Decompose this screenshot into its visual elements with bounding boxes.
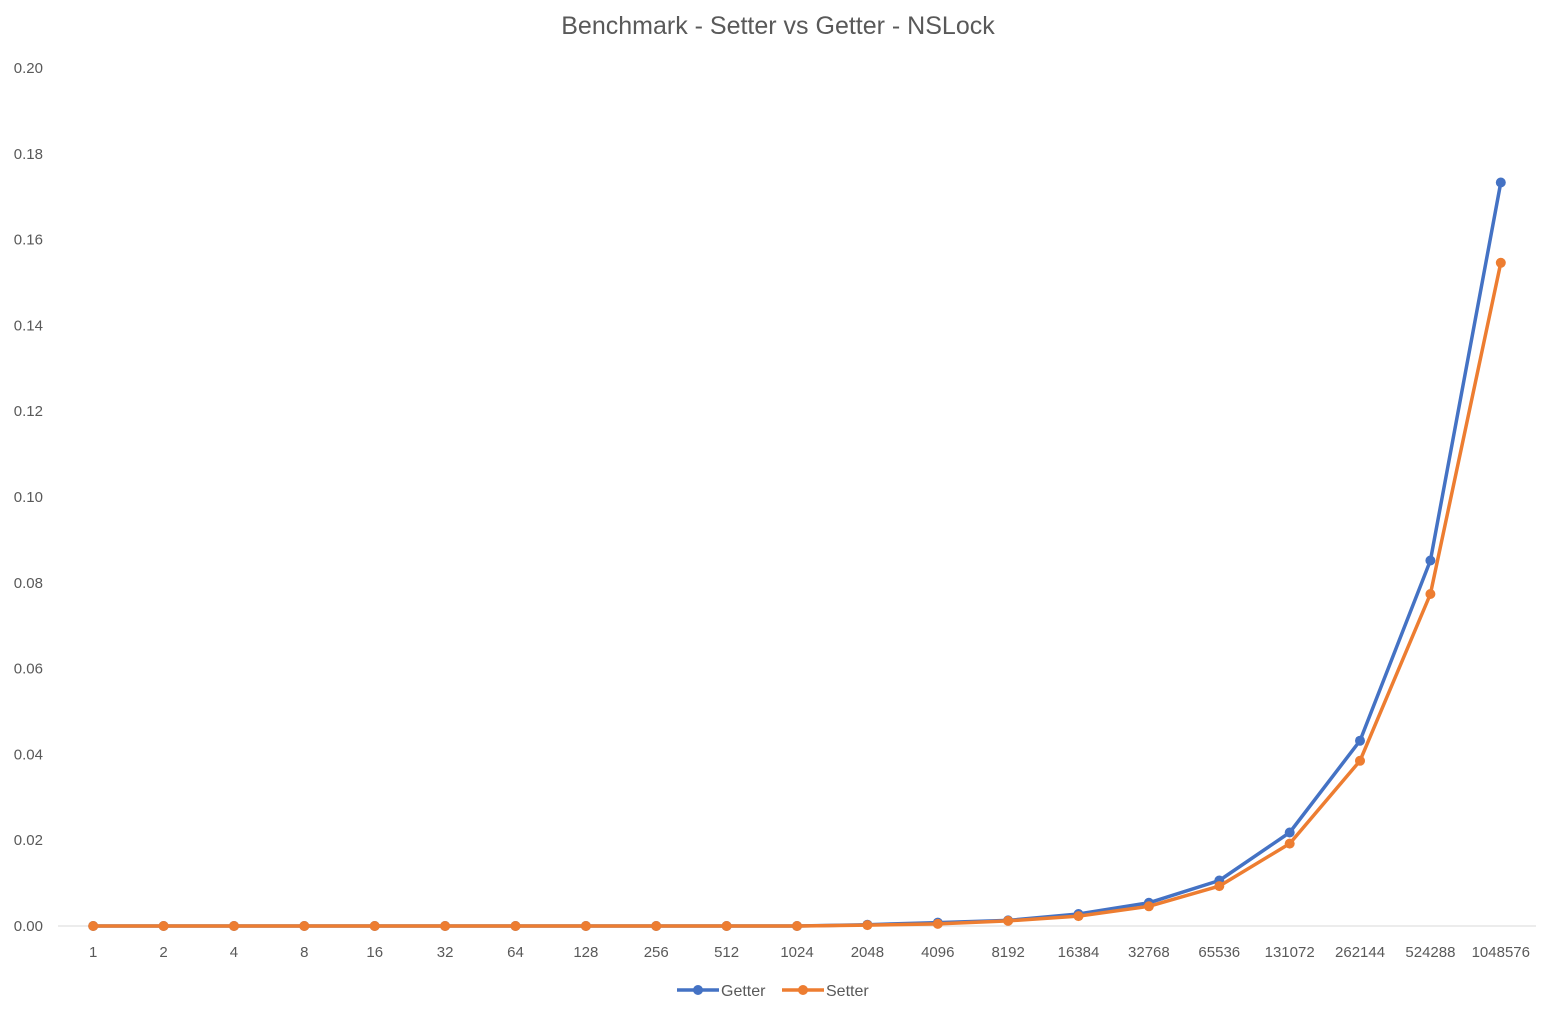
y-tick-label: 0.02 bbox=[14, 832, 43, 849]
x-tick-label: 524288 bbox=[1405, 944, 1455, 961]
data-point-setter bbox=[299, 921, 310, 931]
y-tick-label: 0.14 bbox=[14, 317, 43, 334]
x-tick-label: 2048 bbox=[851, 944, 884, 961]
x-tick-label: 32768 bbox=[1128, 944, 1170, 961]
data-point-setter bbox=[1214, 881, 1225, 892]
legend-item-getter: Getter bbox=[677, 983, 766, 1000]
x-tick-label: 262144 bbox=[1335, 944, 1385, 961]
x-tick-label: 4096 bbox=[921, 944, 954, 961]
data-point-setter bbox=[932, 918, 943, 929]
legend-label: Getter bbox=[721, 983, 766, 1000]
legend-marker-swatch bbox=[798, 985, 808, 995]
data-point-getter bbox=[1284, 827, 1295, 838]
y-tick-label: 0.04 bbox=[14, 746, 43, 763]
data-point-getter bbox=[1495, 177, 1506, 188]
data-point-setter bbox=[651, 921, 662, 931]
data-point-setter bbox=[721, 921, 732, 931]
y-axis-tick-labels: 0.00 0.02 0.04 0.06 0.08 0.10 0.12 0.14 0.16 0.18… bbox=[14, 60, 43, 935]
y-tick-label: 0.00 bbox=[14, 918, 43, 935]
series-line-getter bbox=[91, 180, 1503, 928]
y-tick-label: 0.08 bbox=[14, 575, 43, 592]
legend-item-setter: Setter bbox=[782, 983, 869, 1000]
data-point-setter bbox=[440, 921, 451, 931]
data-point-setter bbox=[229, 921, 239, 931]
data-point-setter bbox=[1073, 911, 1084, 922]
x-tick-label: 128 bbox=[573, 944, 598, 961]
data-point-setter bbox=[88, 921, 99, 931]
y-tick-label: 0.06 bbox=[14, 661, 43, 678]
x-tick-label: 1024 bbox=[780, 944, 813, 961]
data-point-setter bbox=[1003, 915, 1014, 926]
series-getter bbox=[88, 177, 1506, 931]
y-tick-label: 0.20 bbox=[14, 60, 43, 77]
x-tick-label: 16 bbox=[366, 944, 383, 961]
x-axis-tick-labels: 1 2 4 8 16 32 64 128 256 512 1024 2048 4096 8192 16384… bbox=[89, 944, 1530, 961]
data-point-setter bbox=[510, 921, 521, 931]
data-point-getter bbox=[1425, 555, 1436, 566]
y-tick-label: 0.10 bbox=[14, 489, 43, 506]
data-point-setter bbox=[369, 921, 380, 931]
data-point-setter bbox=[1495, 257, 1506, 268]
chart-title: Benchmark - Setter vs Getter - NSLock bbox=[561, 12, 995, 40]
x-tick-label: 2 bbox=[159, 944, 167, 961]
x-tick-label: 8 bbox=[300, 944, 308, 961]
data-point-getter bbox=[1355, 735, 1365, 746]
y-tick-label: 0.16 bbox=[14, 232, 43, 249]
x-tick-label: 4 bbox=[230, 944, 238, 961]
x-tick-label: 8192 bbox=[991, 944, 1024, 961]
x-tick-label: 65536 bbox=[1198, 944, 1240, 961]
y-tick-label: 0.12 bbox=[14, 403, 43, 420]
legend-marker-swatch bbox=[693, 985, 703, 995]
x-tick-label: 131072 bbox=[1265, 944, 1315, 961]
data-point-setter bbox=[580, 921, 591, 931]
x-tick-label: 32 bbox=[437, 944, 454, 961]
x-tick-label: 1048576 bbox=[1472, 944, 1530, 961]
series-setter bbox=[88, 257, 1506, 931]
data-point-setter bbox=[862, 920, 873, 931]
data-point-setter bbox=[1425, 589, 1436, 599]
data-point-setter bbox=[1355, 755, 1365, 766]
x-tick-label: 64 bbox=[507, 944, 524, 961]
data-point-setter bbox=[1284, 838, 1295, 849]
x-tick-label: 16384 bbox=[1058, 944, 1100, 961]
data-point-setter bbox=[792, 921, 802, 931]
x-tick-label: 256 bbox=[644, 944, 669, 961]
x-tick-label: 512 bbox=[714, 944, 739, 961]
y-tick-label: 0.18 bbox=[14, 146, 43, 163]
x-tick-label: 1 bbox=[89, 944, 97, 961]
legend: Getter Setter bbox=[677, 983, 869, 1000]
series-line-setter bbox=[91, 261, 1503, 928]
data-point-setter bbox=[158, 921, 169, 931]
series-layer bbox=[88, 177, 1506, 931]
data-point-setter bbox=[1143, 901, 1154, 912]
legend-label: Setter bbox=[826, 983, 869, 1000]
